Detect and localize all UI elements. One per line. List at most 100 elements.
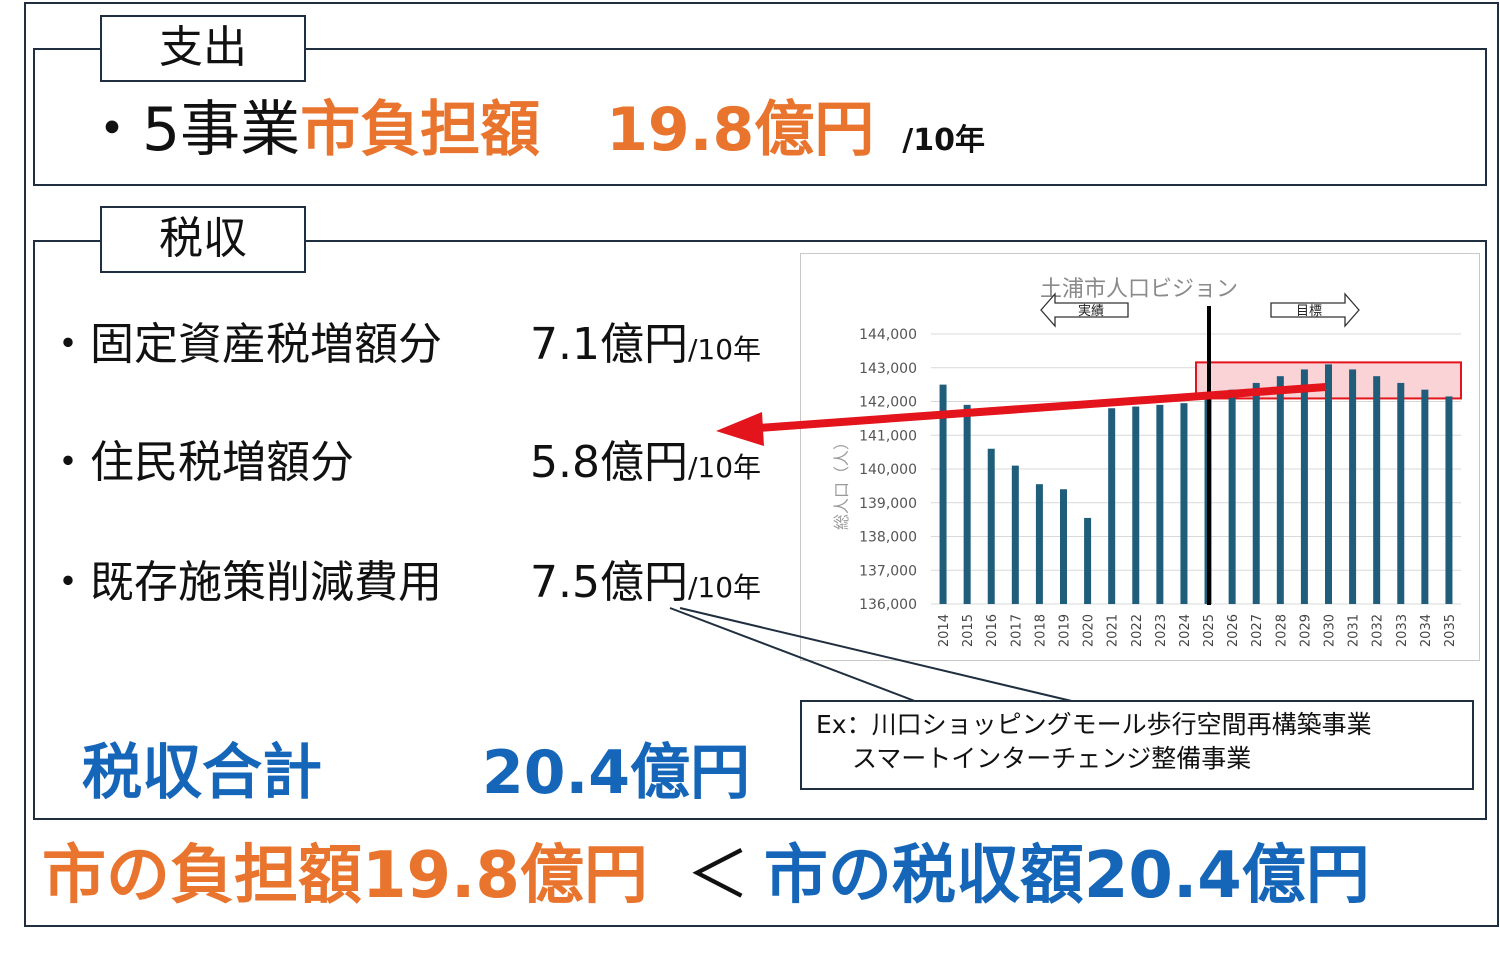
arrow-right-icon bbox=[1270, 292, 1360, 328]
bar-2027 bbox=[1252, 382, 1260, 604]
x-tick-label: 2014 bbox=[937, 614, 952, 647]
population-chart-svg: 土浦市人口ビジョン 136,000 137,000 138,000 139,000 14… bbox=[832, 277, 1462, 647]
x-tick-label: 2029 bbox=[1298, 614, 1313, 647]
tax-item-unit: /10年 bbox=[687, 571, 762, 604]
y-tick-label: 141,000 bbox=[859, 428, 917, 444]
x-tick-label: 2018 bbox=[1033, 614, 1048, 647]
x-tick-label: 2026 bbox=[1226, 614, 1241, 647]
chart-bars bbox=[939, 364, 1453, 604]
tax-item-label: 既存施策削減費用 bbox=[90, 557, 442, 608]
tax-item-bullet: ・ bbox=[46, 319, 90, 370]
expense-line: ・5事業市負担額 19.8億円/10年 bbox=[82, 92, 985, 179]
tax-item-amount-policy-cut: 7.5億円/10年 bbox=[530, 546, 761, 610]
chart-y-axis-label: 総人口（人） bbox=[832, 434, 851, 530]
arrow-left-icon bbox=[1040, 292, 1129, 328]
x-tick-label: 2028 bbox=[1274, 614, 1289, 647]
bar-2016 bbox=[987, 448, 995, 604]
expense-panel bbox=[33, 48, 1487, 186]
tax-tab-label: 税収 bbox=[159, 213, 247, 264]
tax-item-amount-resident: 5.8億円/10年 bbox=[530, 426, 761, 490]
expense-amount: 19.8億円 bbox=[606, 95, 875, 165]
tax-item-bullet: ・ bbox=[46, 557, 90, 608]
example-callout: Ex：川口ショッピングモール歩行空間再構築事業 スマートインターチェンジ整備事業 bbox=[800, 700, 1474, 790]
chart-annotations: 実績 目標 bbox=[1040, 292, 1360, 328]
conclusion-line: 市の負担額19.8億円 ＜市の税収額20.4億円 bbox=[42, 836, 1370, 916]
tax-item-amount: 7.1億円 bbox=[530, 319, 688, 370]
actual-label: 実績 bbox=[1078, 303, 1104, 319]
x-tick-label: 2035 bbox=[1443, 614, 1458, 647]
expense-unit: /10年 bbox=[902, 123, 985, 158]
tax-item-label: 固定資産税増額分 bbox=[90, 319, 442, 370]
tax-item-unit: /10年 bbox=[687, 333, 762, 366]
y-tick-label: 139,000 bbox=[859, 496, 917, 512]
x-tick-label: 2033 bbox=[1395, 614, 1410, 647]
chart-title: 土浦市人口ビジョン bbox=[1040, 277, 1238, 302]
target-label: 目標 bbox=[1296, 304, 1322, 319]
x-tick-label: 2024 bbox=[1178, 614, 1193, 647]
tax-tab: 税収 bbox=[100, 206, 306, 273]
chart-grid bbox=[931, 333, 1461, 605]
bar-2031 bbox=[1349, 369, 1357, 604]
bar-2018 bbox=[1035, 484, 1043, 604]
bar-2020 bbox=[1084, 517, 1092, 604]
x-tick-label: 2032 bbox=[1371, 614, 1386, 647]
x-tick-label: 2017 bbox=[1009, 614, 1024, 647]
y-tick-label: 142,000 bbox=[859, 395, 917, 411]
tax-item-amount-fixed-asset: 7.1億円/10年 bbox=[530, 308, 761, 372]
x-tick-label: 2016 bbox=[985, 614, 1000, 647]
y-tick-label: 138,000 bbox=[859, 530, 917, 546]
y-tick-label: 136,000 bbox=[859, 597, 917, 613]
bar-2029 bbox=[1300, 369, 1308, 604]
y-tick-label: 140,000 bbox=[859, 462, 917, 478]
x-tick-label: 2025 bbox=[1202, 614, 1217, 647]
tax-total-amount: 20.4億円 bbox=[482, 738, 751, 808]
x-tick-label: 2027 bbox=[1250, 614, 1265, 647]
bar-2021 bbox=[1108, 408, 1116, 604]
expense-label: 市負担額 bbox=[300, 95, 541, 165]
tax-total-label: 税収合計 bbox=[82, 738, 322, 808]
x-tick-label: 2020 bbox=[1082, 614, 1097, 647]
bar-2022 bbox=[1132, 406, 1140, 604]
conclusion-left: 市の負担額19.8億円 bbox=[42, 839, 648, 913]
red-arrow-shaft bbox=[757, 383, 1327, 432]
x-tick-label: 2030 bbox=[1323, 614, 1338, 647]
x-tick-label: 2021 bbox=[1106, 614, 1121, 647]
y-tick-label: 137,000 bbox=[859, 563, 917, 579]
y-tick-label: 143,000 bbox=[859, 361, 917, 377]
callout-connector bbox=[669, 607, 921, 704]
x-tick-label: 2019 bbox=[1058, 614, 1073, 647]
bar-2030 bbox=[1325, 364, 1332, 604]
bar-2034 bbox=[1421, 389, 1429, 604]
bar-2017 bbox=[1011, 465, 1019, 604]
tax-item-fixed-asset: ・固定資産税増額分 bbox=[46, 308, 442, 372]
bar-2028 bbox=[1276, 376, 1284, 604]
tax-item-amount: 7.5億円 bbox=[530, 557, 688, 608]
expense-bullet: ・ bbox=[82, 95, 142, 165]
tax-item-amount: 5.8億円 bbox=[530, 437, 688, 488]
tax-item-unit: /10年 bbox=[687, 451, 762, 484]
bar-2014 bbox=[939, 384, 947, 604]
y-tick-label: 144,000 bbox=[859, 327, 917, 343]
bar-2026 bbox=[1228, 389, 1236, 604]
callout-line-1: Ex：川口ショッピングモール歩行空間再構築事業 bbox=[816, 710, 1372, 739]
bar-2023 bbox=[1156, 404, 1164, 604]
expense-prefix: 5事業 bbox=[142, 95, 301, 165]
population-chart: 土浦市人口ビジョン 136,000 137,000 138,000 139,000 14… bbox=[800, 253, 1480, 661]
bar-2032 bbox=[1373, 376, 1381, 604]
x-tick-label: 2023 bbox=[1154, 614, 1169, 647]
tax-item-label: 住民税増額分 bbox=[90, 437, 354, 488]
callout-line-2: スマートインターチェンジ整備事業 bbox=[852, 744, 1252, 773]
callout-connector bbox=[679, 607, 1081, 704]
expense-tab: 支出 bbox=[100, 15, 306, 82]
x-tick-label: 2022 bbox=[1130, 614, 1145, 647]
chart-x-ticks: 2014 2015 2016 2017 2018 2019 2020 2021 2022 2023… bbox=[937, 614, 1458, 647]
tax-item-policy-cut: ・既存施策削減費用 bbox=[46, 546, 442, 610]
conclusion-operator: ＜ bbox=[685, 839, 750, 913]
bar-2015 bbox=[963, 404, 971, 604]
chart-y-ticks: 136,000 137,000 138,000 139,000 140,000 141,0… bbox=[859, 327, 917, 613]
expense-tab-label: 支出 bbox=[159, 22, 247, 73]
x-tick-label: 2015 bbox=[961, 614, 976, 647]
red-arrow-head-icon bbox=[716, 412, 764, 446]
bar-2024 bbox=[1180, 403, 1188, 604]
